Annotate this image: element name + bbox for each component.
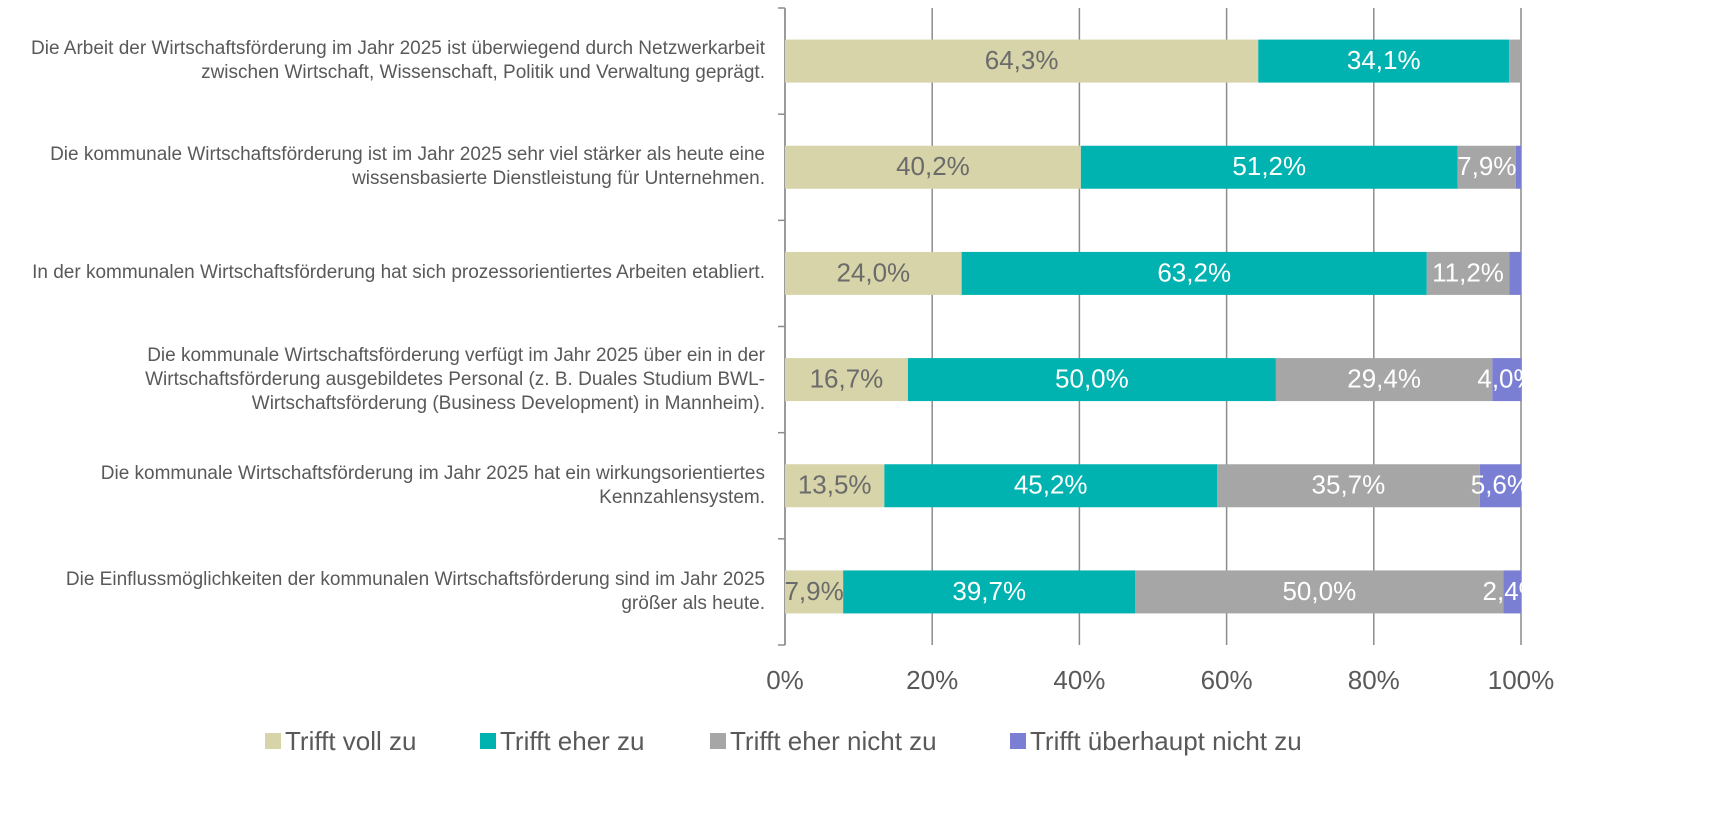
category-label: In der kommunalen Wirtschaftsförderung h… (5, 220, 765, 326)
bar-segment (961, 251, 1427, 295)
bar-segment (1457, 145, 1516, 189)
category-label: Die Arbeit der Wirtschaftsförderung im J… (5, 8, 765, 114)
x-tick-label: 20% (906, 665, 958, 695)
bar-segment (1258, 39, 1510, 83)
bar-segment (1515, 145, 1521, 189)
legend-label: Trifft voll zu (285, 726, 416, 756)
x-tick-label: 0% (766, 665, 804, 695)
x-tick-label: 100% (1488, 665, 1555, 695)
bar-segment (884, 464, 1218, 508)
bar-segment (907, 358, 1276, 402)
bar-segment (1509, 251, 1521, 295)
data-label: 39,7% (952, 576, 1026, 606)
data-label: 2,4% (1483, 576, 1542, 606)
bar-segment (1492, 358, 1522, 402)
category-text: Die Arbeit der Wirtschaftsförderung im J… (31, 38, 765, 83)
data-label: 63,2% (1157, 257, 1231, 287)
data-label: 29,4% (1347, 363, 1421, 393)
bar-segment (1479, 464, 1521, 508)
legend-swatch (1010, 733, 1026, 749)
category-text: Die kommunale Wirtschaftsförderung ist i… (50, 144, 765, 190)
x-tick-label: 40% (1053, 665, 1105, 695)
x-tick-label: 60% (1201, 665, 1253, 695)
data-label: 13,5% (798, 470, 872, 500)
data-label: 51,2% (1232, 151, 1306, 181)
category-label: Die kommunale Wirtschaftsförderung ist i… (5, 114, 765, 220)
bar-segment (843, 570, 1136, 614)
category-label: Die Einflussmöglichkeiten der kommunalen… (5, 539, 765, 645)
bar-segment (1509, 39, 1521, 83)
data-label: 50,0% (1055, 363, 1129, 393)
data-label: 35,7% (1312, 470, 1386, 500)
category-text: Die Einflussmöglichkeiten der kommunalen… (65, 568, 765, 614)
legend-swatch (265, 733, 281, 749)
data-label: 5,6% (1471, 470, 1530, 500)
x-tick-label: 80% (1348, 665, 1400, 695)
bar-segment (1503, 570, 1521, 614)
data-label: 4,0% (1477, 363, 1536, 393)
data-label: 24,0% (836, 257, 910, 287)
data-label: 11,2% (1432, 257, 1504, 287)
data-label: 64,3% (985, 45, 1059, 75)
category-text: Die kommunale Wirtschaftsförderung im Ja… (100, 462, 765, 508)
bar-segment (785, 251, 962, 295)
bar-segment (1426, 251, 1510, 295)
data-label: 45,2% (1014, 470, 1088, 500)
legend-swatch (710, 733, 726, 749)
legend-swatch (480, 733, 496, 749)
legend-label: Trifft überhaupt nicht zu (1030, 726, 1302, 756)
bar-segment (785, 570, 844, 614)
data-label: 7,9% (784, 576, 843, 606)
data-label: 34,1% (1347, 45, 1421, 75)
category-text: Die kommunale Wirtschaftsförderung verfü… (145, 344, 765, 414)
category-label: Die kommunale Wirtschaftsförderung verfü… (5, 327, 765, 433)
bar-segment (785, 145, 1081, 189)
data-label: 16,7% (810, 363, 884, 393)
data-label: 7,9% (1457, 151, 1516, 181)
data-label: 50,0% (1282, 576, 1356, 606)
bar-segment (1080, 145, 1458, 189)
bar-segment (785, 464, 885, 508)
bar-segment (1275, 358, 1493, 402)
data-label: 40,2% (896, 151, 970, 181)
category-label: Die kommunale Wirtschaftsförderung im Ja… (5, 433, 765, 539)
category-text: In der kommunalen Wirtschaftsförderung h… (32, 262, 765, 284)
bar-segment (785, 358, 908, 402)
legend-label: Trifft eher nicht zu (730, 726, 937, 756)
bar-segment (1135, 570, 1504, 614)
legend-label: Trifft eher zu (500, 726, 645, 756)
bar-segment (1217, 464, 1480, 508)
bar-segment (785, 39, 1259, 83)
